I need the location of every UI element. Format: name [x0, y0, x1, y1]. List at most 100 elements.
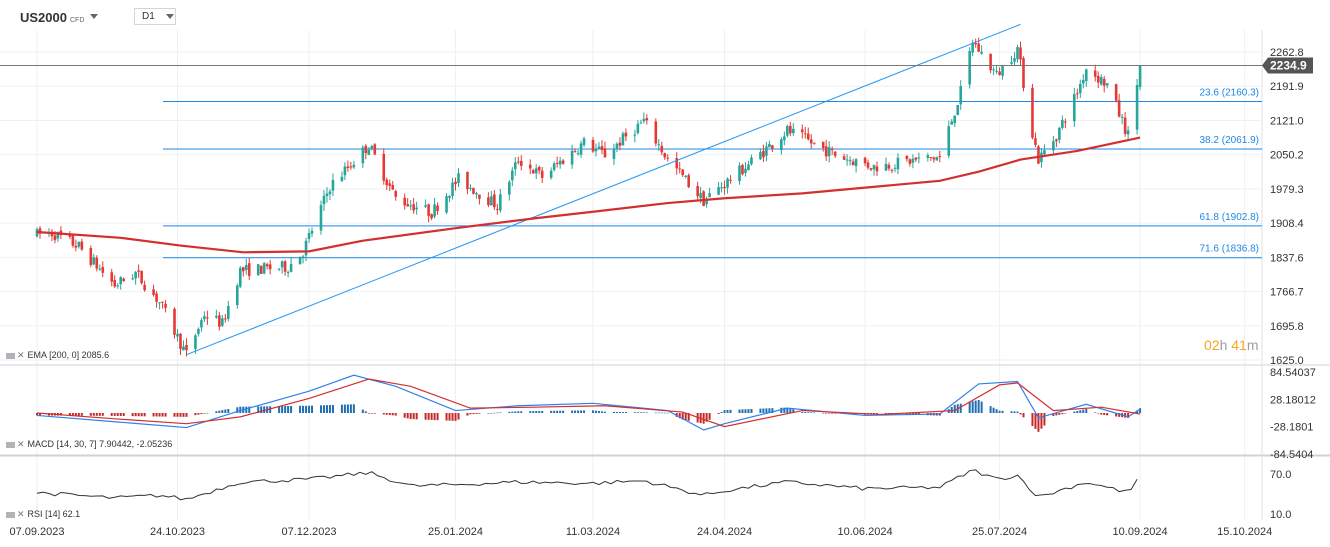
macd-histogram-bar [681, 413, 684, 420]
macd-histogram-bar [245, 406, 248, 413]
settings-icon[interactable] [6, 511, 15, 518]
candle-body [708, 193, 711, 198]
candle-body [382, 153, 386, 181]
last-price-tag: 2234.9 [1262, 57, 1313, 74]
candle-body [935, 157, 939, 161]
candle-body [926, 155, 930, 158]
macd-histogram-bar [164, 413, 167, 417]
macd-histogram-bar [618, 411, 621, 413]
candle-body [1075, 93, 1079, 95]
macd-histogram-bar [645, 412, 648, 414]
candle-body [660, 145, 664, 153]
macd-histogram-bar [884, 413, 887, 414]
macd-histogram-bar [203, 413, 206, 414]
macd-histogram-bar [747, 409, 750, 413]
macd-histogram-bar [780, 407, 783, 413]
candle-body [119, 276, 123, 285]
symbol-dropdown-icon[interactable] [90, 14, 98, 19]
candle-body [809, 139, 813, 144]
candle-body [152, 289, 155, 295]
symbol-selector[interactable]: US2000 CFD [20, 10, 84, 25]
date-tick-label: 11.03.2024 [566, 526, 620, 538]
ema-legend[interactable]: ✕ EMA [200, 0] 2085.6 [6, 350, 109, 361]
candle-body [1034, 138, 1037, 145]
countdown-minutes-unit: m [1246, 337, 1259, 353]
macd-histogram-bar [430, 413, 433, 420]
macd-histogram-bar [155, 413, 158, 417]
macd-histogram-bar [603, 411, 606, 413]
candle-body [403, 197, 406, 206]
candle-body [1138, 65, 1142, 87]
candle-body [842, 156, 846, 160]
candle-body [53, 235, 57, 241]
macd-histogram-bar [200, 413, 203, 415]
settings-icon[interactable] [6, 352, 15, 359]
candle-body [241, 267, 245, 272]
macd-histogram-bar [1019, 413, 1022, 415]
candle-body [992, 69, 995, 71]
candle-body [980, 51, 983, 54]
candle-body [812, 142, 816, 144]
candle-body [938, 156, 942, 158]
macd-histogram-bar [1052, 413, 1055, 417]
macd-histogram-bar [1127, 413, 1130, 418]
trend-line[interactable] [186, 23, 1021, 356]
price-tick-label: 2121.0 [1270, 115, 1304, 127]
candle-body [385, 179, 389, 186]
macd-histogram-bar [825, 413, 828, 414]
macd-histogram-bar [517, 411, 520, 413]
countdown-hours-unit: h [1219, 337, 1228, 353]
macd-histogram-bar [532, 411, 535, 413]
candle-body [968, 50, 971, 85]
candle-body [914, 157, 918, 160]
candle-body [594, 148, 598, 152]
candle-body [896, 157, 900, 170]
macd-histogram-bar [663, 412, 666, 414]
candle-body [346, 166, 350, 168]
candle-body [932, 157, 936, 160]
candle-body [469, 187, 472, 189]
candle-body [887, 164, 891, 169]
candle-body [298, 256, 302, 265]
rsi-legend[interactable]: ✕ RSI [14] 62.1 [6, 509, 80, 520]
macd-histogram-bar [319, 405, 322, 413]
settings-icon[interactable] [6, 441, 15, 448]
macd-histogram-bar [343, 404, 346, 413]
candle-body [603, 148, 607, 158]
candle-body [277, 268, 281, 270]
close-icon[interactable]: ✕ [17, 509, 25, 519]
candle-body [1078, 83, 1082, 94]
macd-legend[interactable]: ✕ MACD [14, 30, 7] 7.90442, -2.05236 [6, 439, 172, 450]
macd-histogram-bar [660, 412, 663, 414]
candle-body [268, 264, 272, 270]
candle-body [827, 147, 831, 157]
candle-body [301, 256, 305, 258]
price-tick-label: 2050.2 [1270, 150, 1304, 162]
ema-value: 2085.6 [81, 350, 110, 360]
candle-body [436, 205, 439, 212]
date-axis: 07.09.2023 24.10.2023 07.12.2023 25.01.2024… [9, 526, 1272, 538]
close-icon[interactable]: ✕ [17, 350, 25, 360]
macd-histogram-bar [834, 413, 837, 414]
macd-histogram-bar [556, 410, 559, 413]
fibonacci-levels[interactable]: 23.6 (2160.3) 38.2 (2061.9) 61.8 (1902.8) 7… [163, 87, 1262, 259]
candle-body [786, 126, 789, 136]
candle-body [475, 193, 478, 195]
candle-body [618, 142, 622, 146]
price-tick-label: 1908.4 [1270, 218, 1304, 230]
candle-body [1055, 139, 1058, 142]
macd-histogram-bar [287, 406, 290, 413]
macd-histogram-bar [992, 407, 995, 413]
price-tick-label: 2191.9 [1270, 81, 1304, 93]
candle-body [101, 267, 105, 273]
close-icon[interactable]: ✕ [17, 439, 25, 449]
candle-body [1135, 84, 1139, 130]
candle-body [38, 228, 42, 234]
candle-body [499, 194, 502, 211]
macd-histogram-bar [305, 405, 308, 413]
macd-histogram-bar [391, 413, 394, 416]
timeframe-selector[interactable]: D1 [134, 8, 176, 25]
countdown-minutes: 41 [1231, 337, 1247, 353]
macd-tick-label: -84.5404 [1270, 449, 1313, 461]
